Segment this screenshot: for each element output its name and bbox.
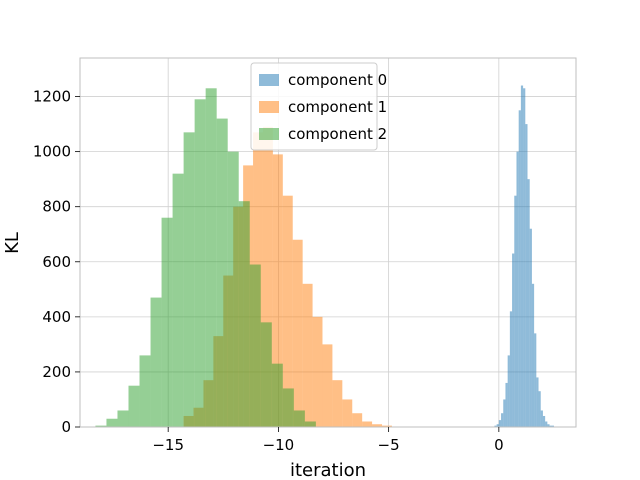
histogram-bar [501,413,503,427]
histogram-bar [534,333,536,427]
histogram-bar [162,218,173,427]
histogram-bar [313,317,323,427]
histogram-bar [545,421,547,427]
y-tick-label: 1000 [33,143,71,161]
histogram-bar [514,196,516,427]
histogram-bar [342,399,352,427]
y-tick-label: 0 [61,418,71,436]
y-tick-label: 600 [42,253,71,271]
histogram-bar [128,386,139,427]
histogram-bar [512,254,514,427]
y-axis-ticks: 0 200 400 600 800 1000 1200 [33,88,80,436]
histogram-bar [525,124,527,427]
histogram-bar [541,410,543,427]
histogram-bar [184,132,195,427]
histogram-bar [362,421,372,427]
histogram-bar [106,419,117,427]
y-tick-label: 800 [42,198,71,216]
y-tick-label: 200 [42,363,71,381]
histogram-bar [499,420,501,427]
y-tick-label: 400 [42,308,71,326]
legend-swatch [259,74,279,86]
histogram-bar [261,322,272,427]
histogram-bar [536,377,538,427]
histogram-bar [521,86,523,427]
histogram-bar [543,416,545,427]
legend-swatch [259,128,279,140]
legend-label: component 1 [288,98,387,116]
histogram-bar [140,355,151,427]
histogram-bar [283,388,294,427]
histogram-bar [508,355,510,427]
histogram-bar [519,110,521,427]
legend-label: component 2 [288,125,387,143]
histogram-bar [239,201,250,427]
histogram-bar [206,88,217,427]
histogram-bar [332,380,342,427]
legend: component 0 component 1 component 2 [251,63,387,150]
histogram-bar [195,99,206,427]
histogram-bar [293,240,303,427]
histogram-bar [305,421,316,427]
histogram-bar [151,298,162,427]
histogram-bar [503,399,505,427]
histogram-bar [539,391,541,427]
x-tick-label: −15 [152,436,184,454]
histogram-bar [352,413,362,427]
x-tick-label: 0 [494,436,504,454]
legend-label: component 0 [288,71,387,89]
histogram-bar [510,311,512,427]
legend-swatch [259,101,279,113]
histogram-bar [303,284,313,427]
histogram-bar [250,265,261,427]
x-tick-label: −5 [378,436,400,454]
histogram-bar [530,229,532,427]
histogram-bar [532,284,534,427]
histogram-bar [173,174,184,427]
histogram-bar [217,119,228,427]
y-axis-label: KL [2,232,23,254]
histogram-bar [294,410,305,427]
histogram-bar [272,364,283,427]
histogram-bar [505,383,507,427]
x-axis-label: iteration [290,460,366,480]
histogram-bar [523,88,525,427]
histogram-bar [528,179,530,427]
y-tick-label: 1200 [33,88,71,106]
histogram-bar [516,152,518,427]
histogram-bar [228,152,239,427]
x-axis-ticks: −15 −10 −5 0 [152,427,503,454]
x-tick-label: −10 [263,436,295,454]
histogram-bar [117,410,128,427]
histogram-bar [322,344,332,427]
